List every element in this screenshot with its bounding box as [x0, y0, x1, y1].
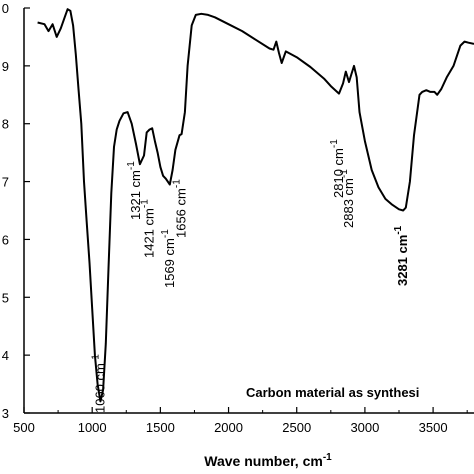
x-tick-label: 1000 — [78, 420, 107, 435]
x-tick-label: 500 — [13, 420, 35, 435]
y-tick-label: 9 — [2, 59, 9, 74]
peak-annotation: 1060 cm-1 — [90, 354, 107, 413]
x-axis-label-sup: -1 — [323, 452, 332, 463]
peak-annotation: 1421 cm-1 — [140, 199, 157, 258]
peak-annotation: 3281 cm-1 — [393, 225, 410, 286]
peak-annotation: 2810 cm-1 — [329, 139, 346, 198]
x-axis-label-text: Wave number, cm — [204, 453, 323, 469]
x-axis-title: Wave number, cm-1 — [204, 452, 332, 469]
peak-annotation: 1321 cm-1 — [126, 161, 143, 220]
spectrum-line — [37, 8, 474, 403]
sample-label: Carbon material as synthesi — [246, 385, 419, 400]
peak-annotation: 2883 cm-1 — [339, 169, 356, 228]
y-tick-label: 5 — [2, 290, 9, 305]
x-tick-label: 2000 — [214, 420, 243, 435]
y-tick-label: 0 — [2, 1, 9, 16]
svg-text:Wave number, cm-1: Wave number, cm-1 — [204, 452, 332, 469]
x-tick-label: 3000 — [350, 420, 379, 435]
y-tick-label: 3 — [2, 406, 9, 421]
peak-annotation: 1656 cm-1 — [172, 179, 189, 238]
x-tick-label: 3500 — [419, 420, 448, 435]
x-tick-label: 2500 — [282, 420, 311, 435]
peak-annotation: 1569 cm-1 — [160, 229, 177, 288]
y-tick-label: 8 — [2, 117, 9, 132]
y-tick-label: 4 — [2, 348, 9, 363]
x-tick-label: 1500 — [146, 420, 175, 435]
y-tick-label: 6 — [2, 232, 9, 247]
y-tick-label: 7 — [2, 175, 9, 190]
